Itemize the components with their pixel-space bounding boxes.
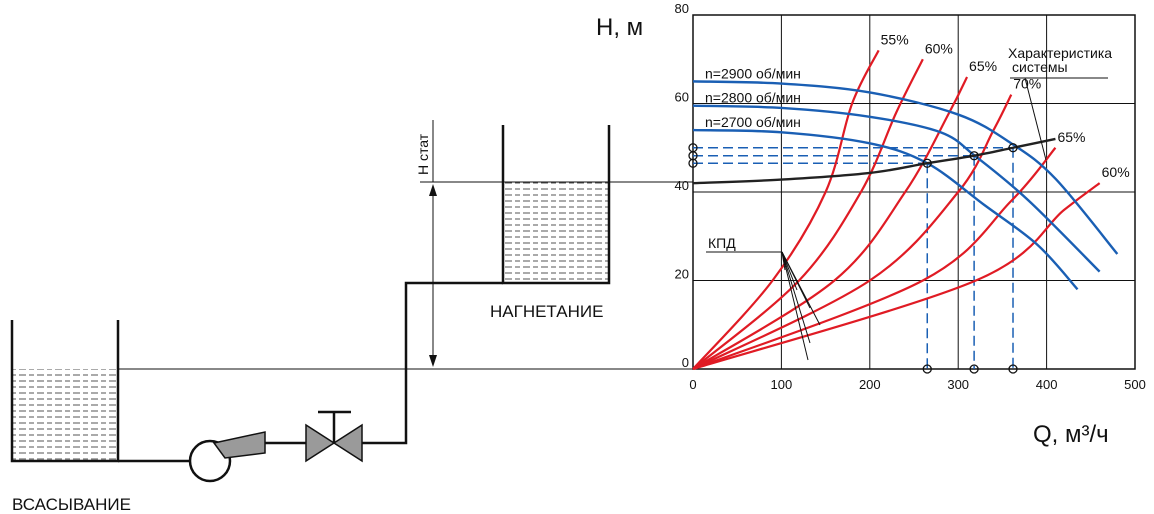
pump-curve xyxy=(692,80,1119,255)
x-tick-label: 400 xyxy=(1036,377,1058,392)
x-tick-label: 100 xyxy=(771,377,793,392)
operating-point-x-marker xyxy=(969,364,979,374)
efficiency-curve-label: 65% xyxy=(1057,129,1085,145)
x-tick-label: 300 xyxy=(947,377,969,392)
pump-icon xyxy=(188,431,266,483)
discharge-pipe xyxy=(362,281,503,445)
operating-point-y-marker xyxy=(688,143,698,153)
operating-point-x-marker xyxy=(922,364,932,374)
efficiency-curve xyxy=(692,76,969,370)
discharge-tank xyxy=(501,125,611,285)
chart-grid xyxy=(693,15,1135,369)
efficiency-curve-label: 70% xyxy=(1013,76,1041,92)
operating-point xyxy=(969,151,979,161)
x-tick-label: 200 xyxy=(859,377,881,392)
system-curve-label: Характеристика системы xyxy=(1008,45,1112,75)
operating-point-x-marker xyxy=(1008,364,1018,374)
suction-label: ВСАСЫВАНИЕ xyxy=(12,495,131,514)
operating-point xyxy=(922,158,932,168)
x-axis-label: Q, м³/ч xyxy=(1033,421,1109,448)
efficiency-curve-label: 65% xyxy=(969,58,997,74)
y-tick-label: 20 xyxy=(675,267,689,282)
valve-icon xyxy=(305,410,363,463)
efficiency-curve xyxy=(692,49,880,370)
efficiency-curve-label: 55% xyxy=(881,31,909,47)
y-tick-label: 40 xyxy=(675,178,689,193)
y-tick-label: 60 xyxy=(675,90,689,105)
system-label-leader xyxy=(1024,77,1047,161)
curve-labels: 55% 60% 65% 70% 65% 60% n=2900 об/мин n=2800 об… xyxy=(705,31,1130,361)
pump-curve-label: n=2900 об/мин xyxy=(705,65,801,81)
operating-points xyxy=(688,143,1018,374)
y-axis-label: Н, м xyxy=(596,14,643,41)
efficiency-leader xyxy=(781,251,811,344)
pump-curve-label: n=2800 об/мин xyxy=(705,90,801,106)
h-stat-dimension xyxy=(429,120,437,367)
efficiency-curves xyxy=(692,49,1101,371)
efficiency-leader xyxy=(781,251,798,291)
efficiency-leader xyxy=(781,251,809,361)
discharge-label: НАГНЕТАНИЕ xyxy=(490,302,603,321)
h-stat-label: Н стат xyxy=(415,133,431,175)
efficiency-label: КПД xyxy=(708,235,736,251)
efficiency-curve xyxy=(692,147,1057,371)
suction-tank xyxy=(10,320,120,463)
y-tick-label: 0 xyxy=(682,355,689,370)
pump-performance-chart: 0 100 200 300 400 500 0 20 40 60 80 55% 60% 65% 70% 65… xyxy=(596,1,1146,448)
y-tick-label: 80 xyxy=(675,1,689,16)
efficiency-curve-label: 60% xyxy=(1102,164,1130,180)
efficiency-leader xyxy=(781,251,821,326)
efficiency-curve xyxy=(692,94,1013,370)
x-tick-label: 500 xyxy=(1124,377,1146,392)
operating-point xyxy=(1008,143,1018,153)
efficiency-curve xyxy=(692,58,924,370)
pump-curve-label: n=2700 об/мин xyxy=(705,114,801,130)
efficiency-curve-label: 60% xyxy=(925,40,953,56)
pump-curve xyxy=(692,104,1101,273)
system-curve xyxy=(692,137,1056,185)
x-tick-label: 0 xyxy=(689,377,696,392)
system-curve-group xyxy=(692,137,1056,185)
axis-ticks: 0 100 200 300 400 500 0 20 40 60 80 xyxy=(675,1,1146,392)
